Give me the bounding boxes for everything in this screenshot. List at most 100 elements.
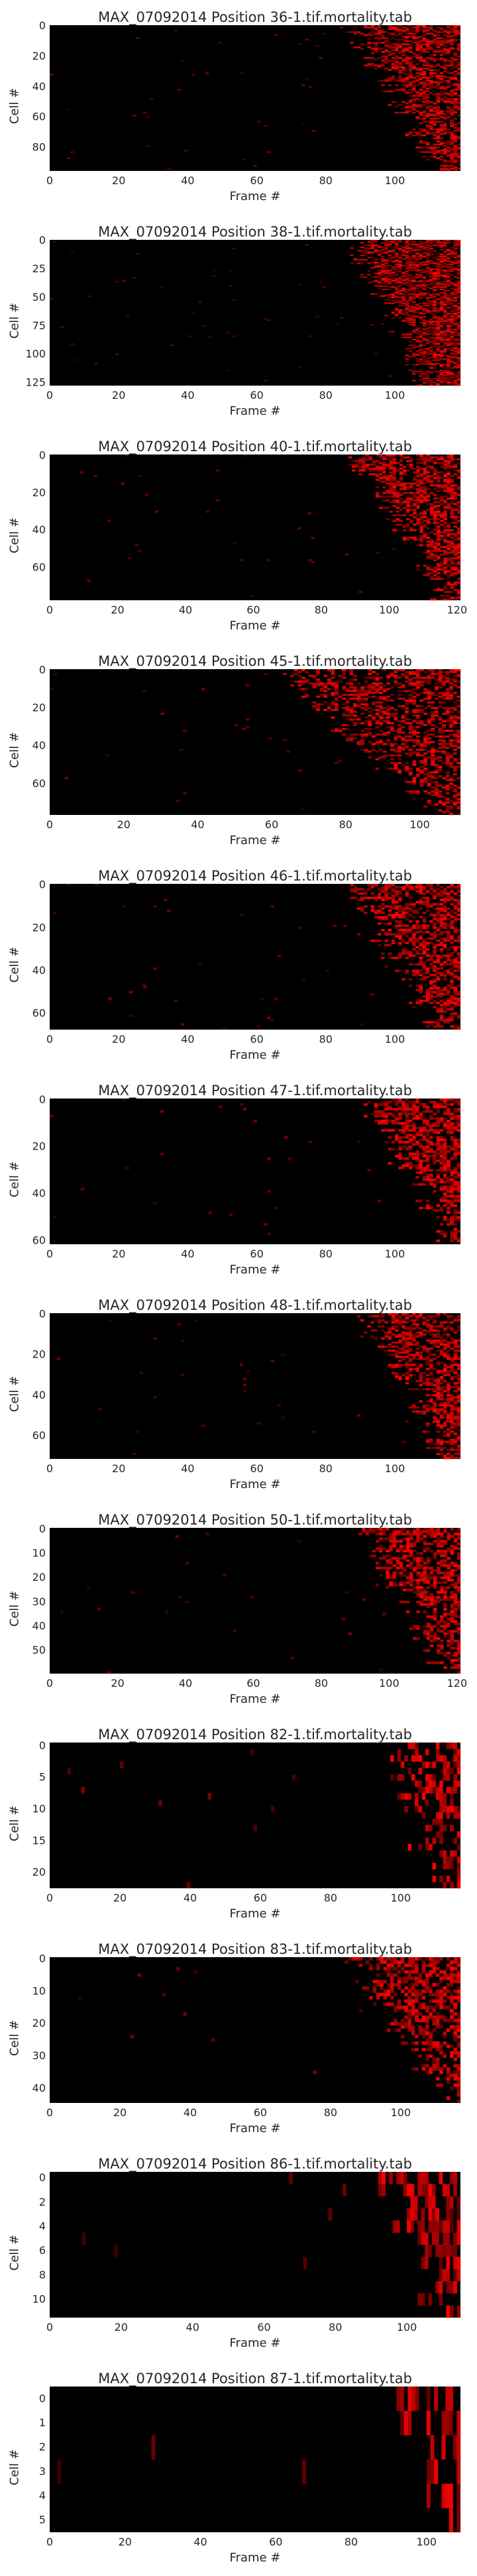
heatmap-cell xyxy=(423,777,428,780)
heatmap-cell xyxy=(364,27,368,28)
heatmap-cell xyxy=(425,57,430,59)
heatmap-cell xyxy=(450,886,454,888)
heatmap-cell xyxy=(443,148,447,150)
heatmap-cell xyxy=(379,741,384,743)
heatmap-cell xyxy=(423,790,428,793)
heatmap-cell xyxy=(398,260,402,262)
heatmap-cell xyxy=(419,76,423,79)
heatmap-cell xyxy=(425,297,430,299)
heatmap-cell xyxy=(416,497,420,500)
heatmap-cell xyxy=(415,277,419,279)
heatmap-cell xyxy=(423,727,428,730)
heatmap-cell xyxy=(415,272,419,274)
heatmap-cell xyxy=(419,465,423,468)
heatmap-cell xyxy=(368,473,373,476)
heatmap-cell xyxy=(374,262,378,264)
heatmap-cell xyxy=(419,340,423,342)
heatmap-cell xyxy=(282,672,287,675)
heatmap-cell xyxy=(408,896,413,899)
heatmap-cell xyxy=(401,80,405,82)
heatmap-cell xyxy=(335,733,339,736)
heatmap-cell xyxy=(452,680,457,683)
heatmap-cell xyxy=(425,142,430,144)
heatmap-cell xyxy=(429,514,434,517)
heatmap-cell xyxy=(388,892,392,895)
heatmap-cell xyxy=(353,678,357,681)
heatmap-cell xyxy=(447,574,450,576)
heatmap-cell xyxy=(405,245,409,247)
heatmap-cell xyxy=(439,892,444,895)
heatmap-cell xyxy=(423,490,427,492)
heatmap-cell xyxy=(456,350,461,352)
heatmap-cell xyxy=(374,293,378,295)
heatmap-cell xyxy=(264,318,268,320)
heatmap-cell xyxy=(233,299,237,301)
heatmap-cell xyxy=(408,341,413,343)
heatmap-cell xyxy=(375,733,380,736)
heatmap-cell xyxy=(422,130,427,132)
heatmap-cell xyxy=(312,671,317,674)
heatmap-cell xyxy=(450,125,454,127)
heatmap-cell xyxy=(439,890,444,893)
heatmap-cell xyxy=(327,707,331,710)
heatmap-cell xyxy=(442,777,446,780)
heatmap-cell xyxy=(426,521,431,524)
heatmap-cell xyxy=(408,315,413,317)
heatmap-cell xyxy=(419,246,423,248)
heatmap-cell xyxy=(390,674,394,677)
heatmap-cell xyxy=(425,101,430,103)
y-tick-label: 100 xyxy=(25,348,46,360)
heatmap-cell xyxy=(443,590,447,594)
heatmap-cell xyxy=(419,318,423,320)
heatmap-cell xyxy=(425,99,430,101)
heatmap-cell xyxy=(394,718,398,721)
heatmap-cell xyxy=(449,743,454,745)
heatmap-cell xyxy=(379,696,384,698)
heatmap-cell xyxy=(389,455,393,457)
heatmap-cell xyxy=(375,688,380,690)
heatmap-cell xyxy=(427,756,431,759)
heatmap-cell xyxy=(443,285,447,287)
heatmap-cell xyxy=(443,123,447,126)
heatmap-cell xyxy=(368,729,372,732)
heatmap-cell xyxy=(425,890,430,893)
heatmap-cell xyxy=(415,78,419,80)
heatmap-cell xyxy=(389,490,393,492)
heatmap-cell xyxy=(450,568,454,571)
heatmap-cell xyxy=(456,506,461,510)
heatmap-cell xyxy=(398,311,402,313)
heatmap-cell xyxy=(449,718,454,721)
heatmap-cell xyxy=(453,99,458,101)
heatmap-cell xyxy=(395,31,399,33)
heatmap-cell xyxy=(423,760,428,763)
heatmap-cell xyxy=(87,579,91,582)
heatmap-cell xyxy=(372,460,376,462)
heatmap-cell xyxy=(447,156,450,158)
heatmap-cell xyxy=(356,692,361,694)
heatmap-cell xyxy=(396,455,400,457)
heatmap-cell xyxy=(442,786,446,789)
heatmap-cell xyxy=(429,337,433,339)
heatmap-cell xyxy=(364,720,368,723)
heatmap-cell xyxy=(356,248,361,250)
heatmap-cell xyxy=(456,31,461,33)
heatmap-cell xyxy=(396,517,400,521)
heatmap-cell xyxy=(437,458,441,460)
heatmap-cell xyxy=(415,310,419,312)
heatmap-cell xyxy=(305,671,309,674)
heatmap-cell xyxy=(456,674,461,677)
heatmap-cell xyxy=(433,40,437,42)
heatmap-cell xyxy=(438,750,443,753)
heatmap-cell xyxy=(301,688,305,690)
heatmap-cell xyxy=(453,356,458,358)
heatmap-cell xyxy=(408,317,413,319)
heatmap-cell xyxy=(450,251,454,253)
heatmap-cell xyxy=(364,709,368,712)
heatmap-cell xyxy=(443,286,447,288)
heatmap-cell xyxy=(437,572,441,574)
heatmap-cell xyxy=(437,514,441,517)
heatmap-cell xyxy=(401,686,405,688)
heatmap-cell xyxy=(436,321,441,323)
heatmap-cell xyxy=(395,241,399,242)
heatmap-cell xyxy=(405,270,409,272)
